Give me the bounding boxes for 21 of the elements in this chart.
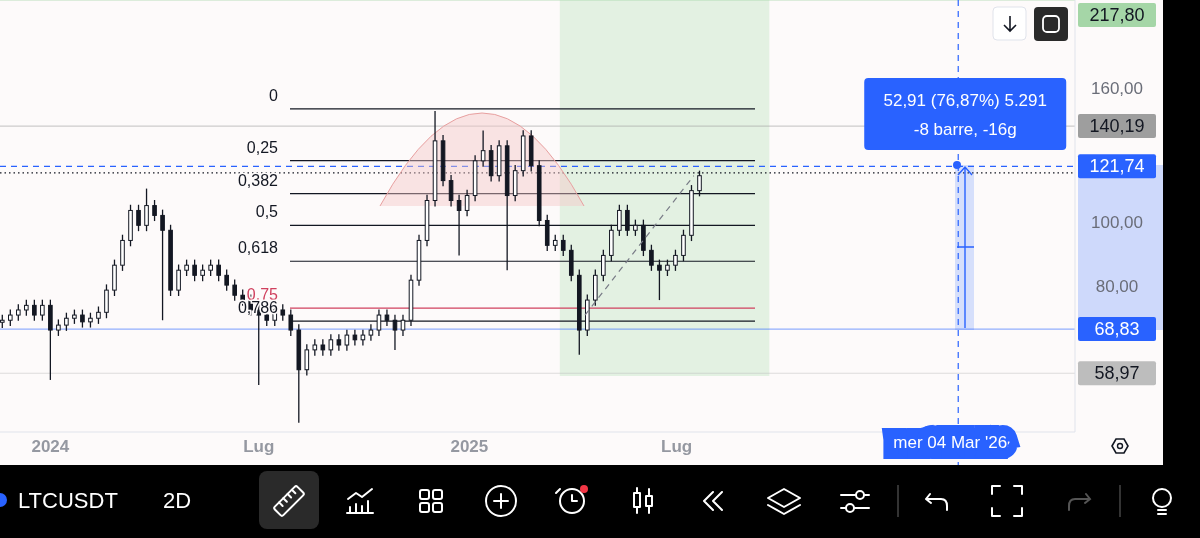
annotation: -8 barre, -16g [913, 120, 1017, 139]
text: 2D [163, 488, 192, 513]
annotation: 0,382 [237, 171, 279, 189]
x-tick-label: 2024 [31, 437, 70, 456]
y-tick-label: 100,00 [1091, 213, 1143, 233]
ref-line-label: 68,83 [1094, 319, 1140, 340]
x-tick-label: Lug [243, 437, 275, 456]
ref-line-label: 121,74 [1089, 156, 1145, 177]
annotation: 0,25 [246, 138, 279, 156]
ref-line-label: 217,80 [1089, 5, 1145, 25]
x-tick-label: Lug [661, 437, 693, 456]
annotation: 52,91 (76,87%) 5.291 [883, 91, 1047, 110]
y-tick-label: 80,00 [1095, 277, 1139, 297]
text: LTCUSDT [18, 488, 118, 513]
x-tick-label: 2025 [450, 437, 489, 456]
annotation: 0,618 [237, 239, 279, 257]
ref-line-label: 58,97 [1094, 363, 1140, 384]
y-tick-label: 160,00 [1091, 79, 1143, 99]
annotation: 0 [269, 86, 279, 104]
ref-line-label: 140,19 [1089, 116, 1145, 137]
annotation: 0,5 [255, 203, 279, 221]
